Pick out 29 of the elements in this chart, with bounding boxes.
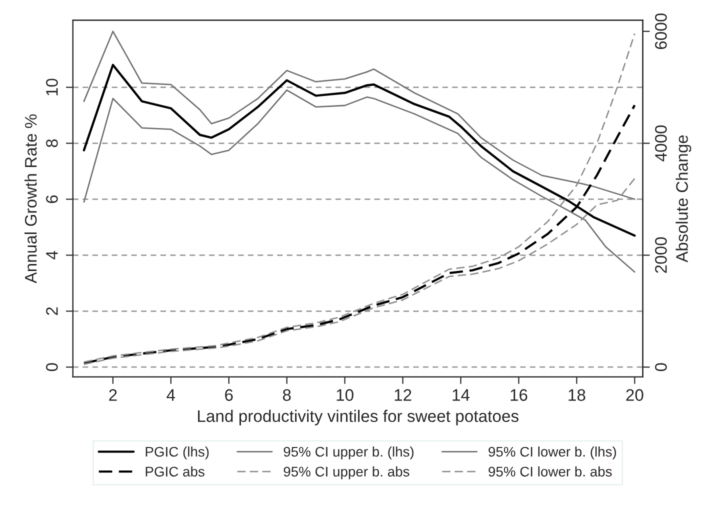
- y-tick-label: 6: [46, 195, 58, 204]
- x-tick-label: 16: [510, 389, 528, 401]
- x-tick-label: 4: [166, 389, 176, 401]
- x-axis-title: Land productivity vintiles for sweet potatoes: [198, 410, 518, 426]
- y2-tick-label: 2000: [655, 237, 667, 273]
- x-tick-label: 20: [626, 389, 644, 401]
- y-tick-label: 2: [46, 307, 58, 315]
- legend-label: 95% CI lower b. abs: [488, 466, 612, 477]
- y2-tick-label: 4000: [655, 125, 667, 162]
- y-tick-label: 10: [46, 78, 58, 96]
- legend-label: PGIC abs: [146, 466, 204, 477]
- y-tick-label: 0: [46, 363, 58, 372]
- x-tick-label: 6: [225, 389, 233, 401]
- legend-label: 95% CI upper b. abs: [284, 466, 410, 480]
- x-tick-label: 18: [568, 389, 586, 401]
- legend-label: PGIC (lhs): [146, 446, 209, 460]
- y2-tick-label: 0: [655, 363, 667, 372]
- y-tick-label: 8: [46, 139, 58, 148]
- x-tick-label: 8: [282, 389, 291, 401]
- legend-label: 95% CI lower b. (lhs): [488, 446, 616, 460]
- x-tick-label: 10: [336, 389, 354, 401]
- x-tick-label: 2: [109, 389, 117, 401]
- y2-axis-title: Absolute Change: [676, 135, 692, 262]
- y2-tick-label: 6000: [655, 13, 667, 50]
- y-axis-title: Annual Growth Rate %: [24, 114, 37, 284]
- y-tick-label: 4: [46, 251, 58, 260]
- x-tick-label: 12: [394, 389, 412, 401]
- x-tick-label: 14: [452, 389, 470, 401]
- legend-label: 95% CI upper b. (lhs): [284, 446, 414, 460]
